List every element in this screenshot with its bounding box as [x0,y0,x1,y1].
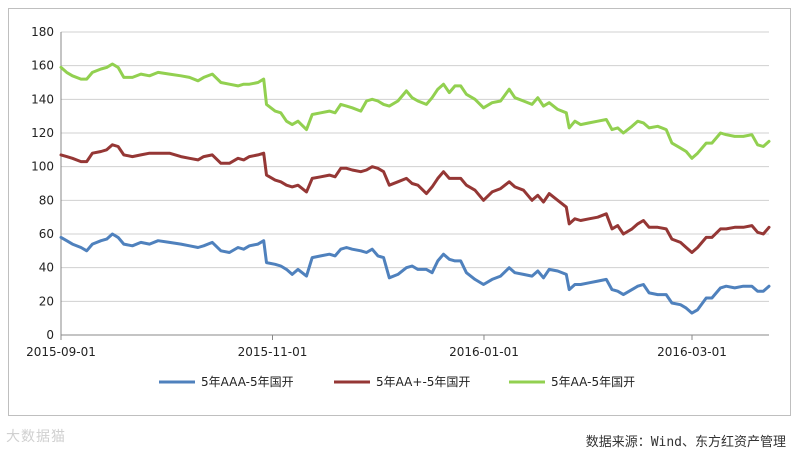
y-tick-label: 20 [39,294,54,308]
legend: 5年AAA-5年国开 5年AA+-5年国开 5年AA-5年国开 [159,375,635,389]
line-chart: 0 20 40 60 80 100 120 140 160 180 2015-09-01 2015-1… [26,25,771,389]
y-tick-label: 60 [39,227,54,241]
chart-frame: 0 20 40 60 80 100 120 140 160 180 2015-09-01 2015-1… [8,8,791,416]
legend-label-2: 5年AA+-5年国开 [376,375,470,389]
legend-label-3: 5年AA-5年国开 [551,375,635,389]
axes: 0 20 40 60 80 100 120 140 160 180 2015-09-01 2015-1… [26,25,769,359]
x-tick-label: 2015-09-01 [26,345,96,359]
x-tick-label: 2015-11-01 [238,345,308,359]
gridlines [61,31,769,302]
x-tick-label: 2016-03-01 [657,345,727,359]
y-tick-label: 180 [31,25,54,39]
source-note: 数据来源：Wind、东方红资产管理 [585,435,786,450]
y-tick-label: 0 [46,328,54,342]
y-tick-label: 80 [39,193,54,207]
series-line-2 [59,143,771,254]
x-tick-label: 2016-01-01 [449,345,519,359]
y-tick-label: 140 [31,92,54,106]
watermark-logo: 大数据猫 [6,429,66,445]
y-tick-label: 120 [31,126,54,140]
y-tick-label: 160 [31,59,54,73]
series-line-1 [59,232,771,315]
y-tick-label: 100 [31,160,54,174]
series-lines [59,62,771,315]
y-tick-label: 40 [39,261,54,275]
series-line-3 [59,62,771,160]
legend-label-1: 5年AAA-5年国开 [201,375,294,389]
